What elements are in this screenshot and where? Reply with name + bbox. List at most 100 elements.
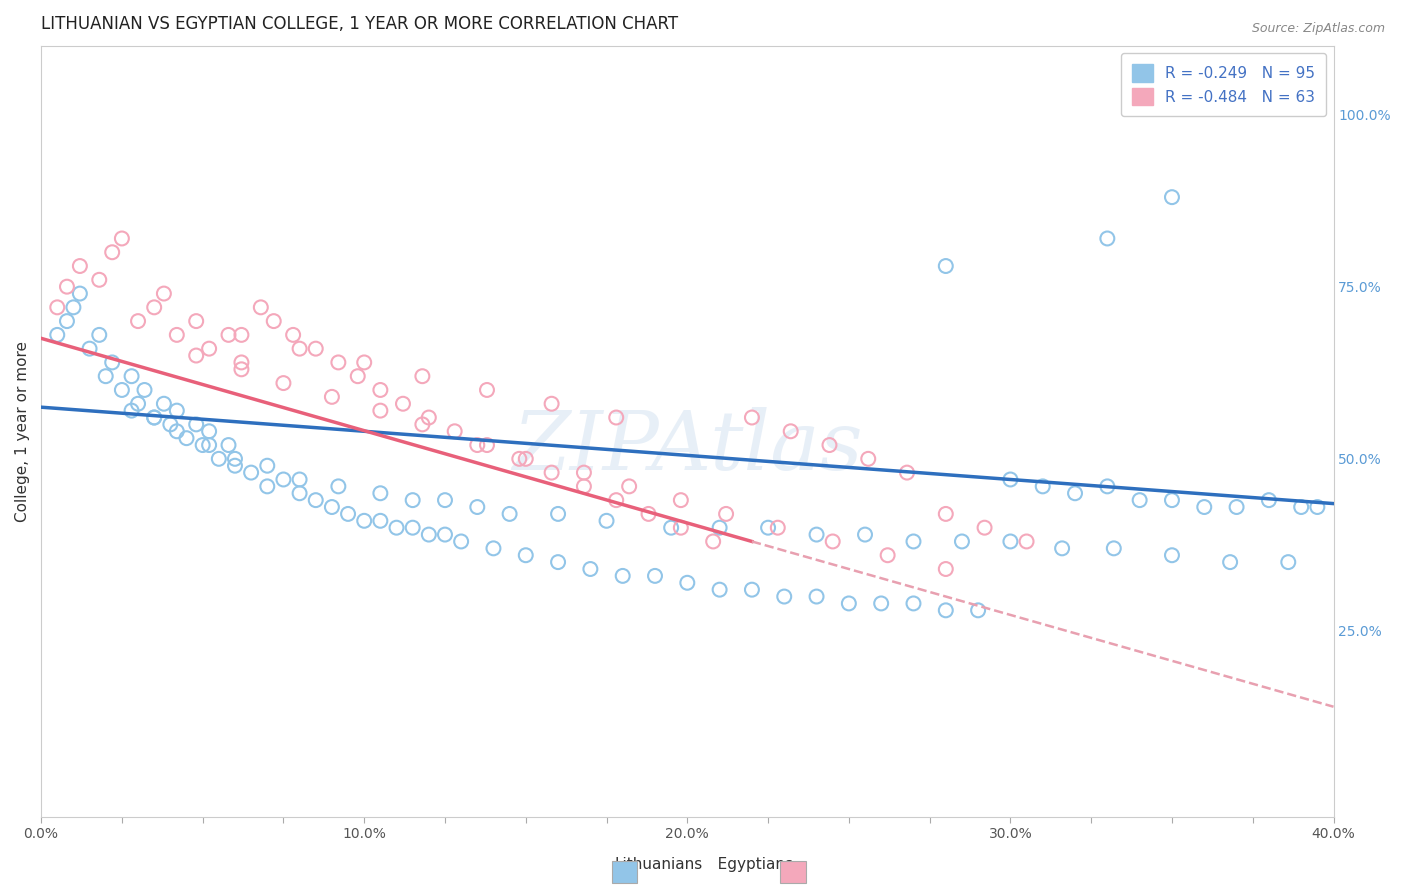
Point: [166, 403, 188, 417]
Point: [676, 575, 699, 590]
Point: [56, 314, 79, 328]
Point: [305, 342, 328, 356]
Point: [1226, 500, 1249, 514]
Point: [186, 417, 208, 432]
Point: [903, 596, 925, 610]
Point: [62, 301, 84, 315]
Legend: R = -0.249   N = 95, R = -0.484   N = 63: R = -0.249 N = 95, R = -0.484 N = 63: [1121, 54, 1326, 116]
Point: [508, 451, 530, 466]
Point: [166, 425, 188, 439]
Point: [612, 569, 634, 583]
Point: [1277, 555, 1299, 569]
Point: [779, 425, 801, 439]
Point: [370, 486, 392, 500]
Point: [1306, 500, 1329, 514]
Point: [876, 548, 898, 562]
Point: [903, 534, 925, 549]
Point: [402, 521, 425, 535]
Point: [218, 327, 240, 342]
Point: [1097, 231, 1119, 245]
Point: [273, 473, 295, 487]
Point: [392, 397, 415, 411]
Point: [153, 286, 176, 301]
Point: [121, 403, 143, 417]
Point: [540, 466, 562, 480]
Point: [870, 596, 893, 610]
Point: [475, 438, 498, 452]
Point: [1000, 534, 1022, 549]
Point: [935, 259, 957, 273]
Point: [370, 403, 392, 417]
Point: [127, 314, 149, 328]
Point: [288, 342, 311, 356]
Point: [353, 514, 375, 528]
Point: [250, 301, 273, 315]
Point: [198, 438, 221, 452]
Point: [231, 327, 253, 342]
Point: [353, 355, 375, 369]
Point: [702, 534, 724, 549]
Point: [418, 527, 440, 541]
Point: [191, 438, 214, 452]
Y-axis label: College, 1 year or more: College, 1 year or more: [15, 341, 30, 522]
Point: [153, 397, 176, 411]
Point: [475, 383, 498, 397]
Point: [605, 493, 627, 508]
Point: [143, 410, 166, 425]
Point: [256, 458, 278, 473]
Point: [838, 596, 860, 610]
Point: [572, 479, 595, 493]
Point: [328, 479, 350, 493]
Point: [1064, 486, 1087, 500]
Point: [450, 534, 472, 549]
Point: [741, 410, 763, 425]
Point: [669, 493, 692, 508]
Point: [94, 369, 117, 384]
Point: [669, 521, 692, 535]
Point: [186, 314, 208, 328]
Point: [1161, 190, 1184, 204]
Text: LITHUANIAN VS EGYPTIAN COLLEGE, 1 YEAR OR MORE CORRELATION CHART: LITHUANIAN VS EGYPTIAN COLLEGE, 1 YEAR O…: [41, 15, 678, 33]
Point: [433, 493, 456, 508]
Point: [515, 548, 537, 562]
Point: [89, 327, 111, 342]
Point: [231, 362, 253, 376]
Point: [328, 355, 350, 369]
Point: [821, 534, 844, 549]
Point: [166, 327, 188, 342]
Point: [1161, 548, 1184, 562]
Point: [465, 500, 488, 514]
Point: [288, 486, 311, 500]
Point: [967, 603, 990, 617]
Point: [572, 466, 595, 480]
Point: [709, 521, 731, 535]
Point: [806, 590, 828, 604]
Point: [56, 279, 79, 293]
Point: [321, 390, 343, 404]
Point: [547, 507, 569, 521]
Point: [482, 541, 505, 556]
Point: [143, 301, 166, 315]
Point: [198, 342, 221, 356]
Point: [433, 527, 456, 541]
Point: [321, 500, 343, 514]
Point: [858, 451, 880, 466]
Point: [134, 383, 156, 397]
Point: [709, 582, 731, 597]
Point: [547, 555, 569, 569]
Point: [818, 438, 841, 452]
Point: [741, 582, 763, 597]
Point: [231, 355, 253, 369]
Point: [766, 521, 789, 535]
Point: [159, 417, 181, 432]
Point: [973, 521, 995, 535]
Point: [498, 507, 520, 521]
Point: [186, 349, 208, 363]
Point: [773, 590, 796, 604]
Point: [402, 493, 425, 508]
Point: [281, 327, 304, 342]
Point: [89, 273, 111, 287]
Text: Source: ZipAtlas.com: Source: ZipAtlas.com: [1251, 22, 1385, 36]
Point: [595, 514, 617, 528]
Point: [1289, 500, 1312, 514]
